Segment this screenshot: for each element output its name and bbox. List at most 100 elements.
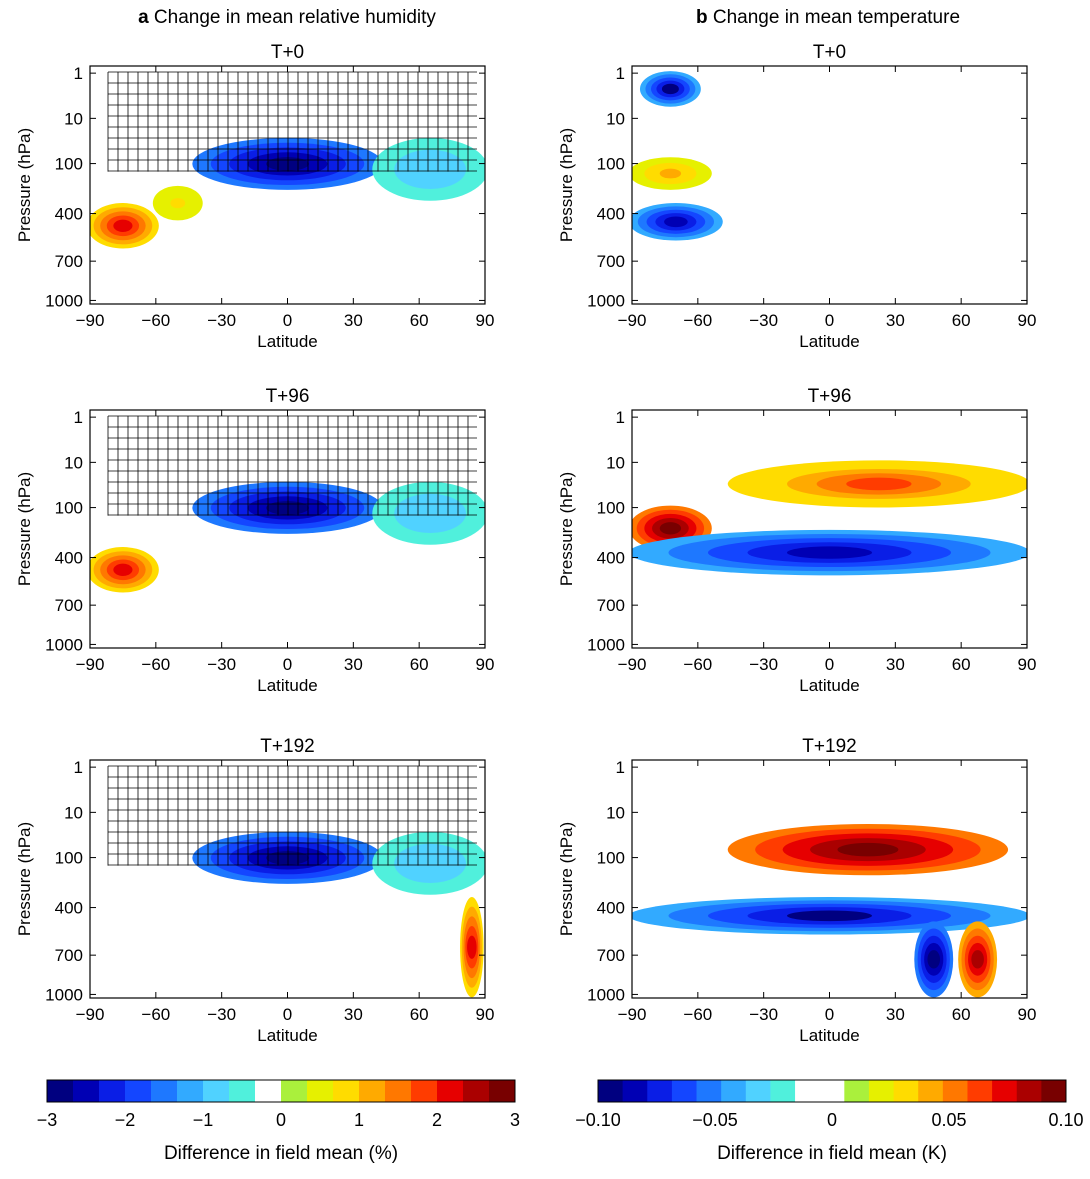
colorbar-swatch: [1016, 1080, 1042, 1102]
colorbar-swatch: [622, 1080, 648, 1102]
colorbar-b: −0.10 −0.05 0 0.05 0.10 Difference in field m…: [575, 1079, 1084, 1164]
x-tick-label: 90: [476, 311, 495, 330]
y-tick-label: 1: [616, 408, 625, 427]
panel-letter: a: [138, 7, 149, 28]
x-tick-label: −60: [141, 1005, 170, 1024]
contour-blob: [170, 198, 186, 209]
colorbar-swatch: [99, 1080, 126, 1102]
x-axis-label: Latitude: [257, 332, 318, 351]
colorbar-swatch: [696, 1080, 722, 1102]
contour-blob: [113, 219, 133, 232]
y-axis-label: Pressure (hPa): [557, 128, 576, 242]
contour-blob: [661, 83, 679, 95]
panel-subtitle: T+96: [266, 386, 310, 407]
colorbar-tick-label: 0.05: [931, 1110, 966, 1130]
colorbar-swatch: [1041, 1080, 1067, 1102]
colorbar-swatch: [177, 1080, 204, 1102]
y-axis-label: Pressure (hPa): [557, 472, 576, 586]
x-tick-label: −90: [618, 311, 647, 330]
x-tick-label: 30: [344, 311, 363, 330]
field: [632, 460, 1027, 576]
x-tick-label: −30: [207, 311, 236, 330]
colorbar-swatch: [229, 1080, 256, 1102]
colorbar-swatch: [819, 1080, 845, 1102]
y-tick-label: 10: [64, 453, 83, 472]
x-tick-label: 30: [344, 1005, 363, 1024]
colorbar-swatch: [47, 1080, 74, 1102]
contour-blob: [927, 950, 941, 969]
x-tick-label: 60: [410, 311, 429, 330]
colorbar-swatch: [151, 1080, 178, 1102]
y-tick-label: 10: [606, 109, 625, 128]
colorbar-tick-label: 0: [276, 1110, 286, 1130]
column-header-a: a Change in mean relative humidity: [138, 7, 436, 28]
significance-hatch: [107, 765, 477, 866]
x-tick-label: 0: [283, 311, 292, 330]
colorbar-tick-label: −1: [193, 1110, 214, 1130]
colorbar-swatch: [255, 1080, 282, 1102]
x-tick-label: 0: [825, 311, 834, 330]
contour-blob: [659, 168, 682, 179]
colorbar-swatch: [868, 1080, 895, 1102]
colorbar-tick-label: 3: [510, 1110, 520, 1130]
colorbar-tick-label: 2: [432, 1110, 442, 1130]
colorbar-tick-label: 0.10: [1048, 1110, 1083, 1130]
y-tick-label: 400: [597, 549, 625, 568]
x-tick-label: −30: [749, 311, 778, 330]
colorbar-swatch: [918, 1080, 944, 1102]
y-tick-label: 700: [597, 252, 625, 271]
colorbar-swatch: [967, 1080, 993, 1102]
x-tick-label: 60: [410, 1005, 429, 1024]
contour-blob: [659, 522, 682, 535]
colorbar-label: Difference in field mean (K): [717, 1143, 947, 1164]
x-tick-label: 60: [952, 311, 971, 330]
contour-blob: [416, 855, 445, 872]
y-tick-label: 1000: [587, 291, 625, 310]
y-tick-label: 100: [55, 499, 83, 518]
contour-blob: [787, 910, 872, 922]
x-tick-label: 30: [344, 655, 363, 674]
y-axis-label: Pressure (hPa): [15, 472, 34, 586]
x-tick-label: −90: [618, 655, 647, 674]
colorbar-frame: [46, 1079, 516, 1103]
x-axis-label: Latitude: [799, 1026, 860, 1045]
y-tick-label: 1: [74, 758, 83, 777]
panel-letter: b: [696, 7, 708, 28]
panel-subtitle: T+96: [808, 386, 852, 407]
x-tick-label: −30: [749, 1005, 778, 1024]
y-tick-label: 1000: [587, 985, 625, 1004]
contour-blob: [416, 161, 445, 178]
panel-a-tplus96: T+96 −90 −60 −30 0 30 60 90 Latitude 1 10 100 400 700…: [15, 386, 494, 695]
panel-subtitle: T+0: [813, 42, 846, 63]
colorbar-swatch: [125, 1080, 152, 1102]
y-tick-label: 1: [616, 64, 625, 83]
y-tick-label: 10: [606, 803, 625, 822]
panel-b-tplus96: T+96 −90 −60 −30 0 30 60 90 Latitude 1 10 100 400 700…: [557, 386, 1036, 695]
colorbar-swatch: [411, 1080, 438, 1102]
x-tick-label: 0: [825, 1005, 834, 1024]
contour-blob: [113, 563, 133, 576]
field: [90, 71, 485, 249]
x-tick-label: 0: [283, 1005, 292, 1024]
colorbar-swatch: [745, 1080, 771, 1102]
contour-blob: [467, 935, 477, 959]
x-tick-label: 90: [1018, 311, 1037, 330]
colorbar-swatch: [992, 1080, 1018, 1102]
x-tick-label: −60: [141, 655, 170, 674]
y-tick-label: 10: [606, 453, 625, 472]
contour-blob: [971, 950, 984, 969]
x-tick-label: 90: [1018, 1005, 1037, 1024]
x-tick-label: −90: [76, 655, 105, 674]
x-tick-label: −90: [76, 311, 105, 330]
colorbar-swatch: [307, 1080, 334, 1102]
x-tick-label: −30: [749, 655, 778, 674]
colorbar-swatch: [463, 1080, 490, 1102]
colorbar-swatch: [770, 1080, 796, 1102]
x-tick-label: −60: [683, 1005, 712, 1024]
colorbar-swatch: [598, 1080, 624, 1102]
colorbar-swatch: [73, 1080, 100, 1102]
colorbar-tick-label: 0: [827, 1110, 837, 1130]
colorbar-swatch: [203, 1080, 230, 1102]
y-tick-label: 10: [64, 109, 83, 128]
x-tick-label: −90: [76, 1005, 105, 1024]
